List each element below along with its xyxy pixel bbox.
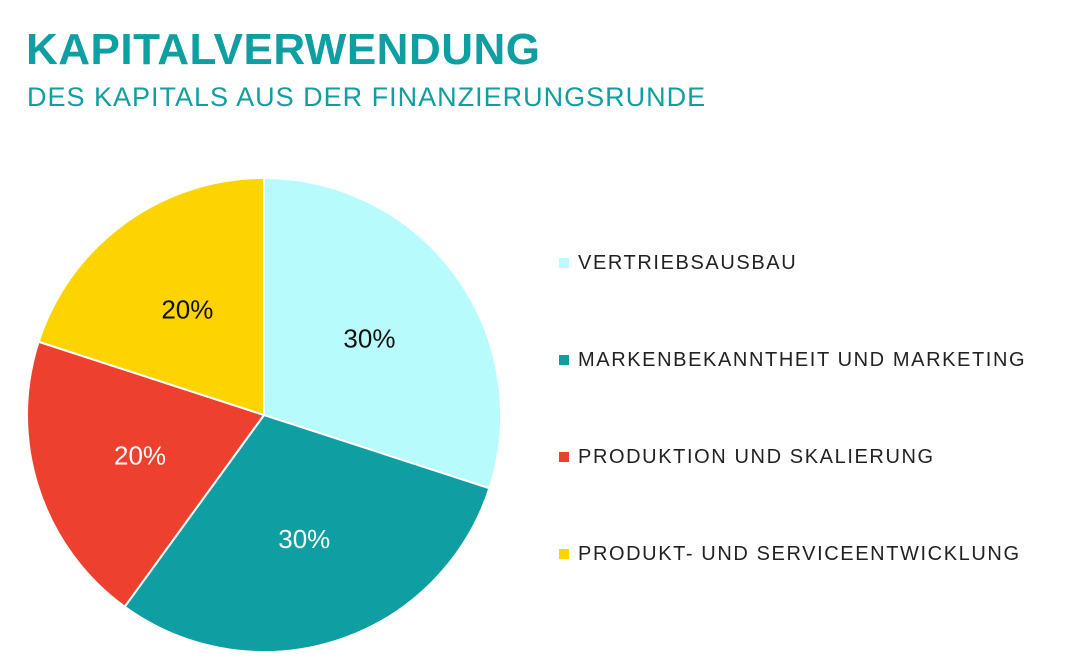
legend-swatch bbox=[559, 549, 569, 559]
slice-value-label: 30% bbox=[343, 323, 395, 353]
legend-item: MARKENBEKANNTHEIT UND MARKETING bbox=[559, 345, 1026, 375]
slice-value-label: 30% bbox=[278, 524, 330, 554]
pie-slice bbox=[26, 340, 266, 609]
legend-label: PRODUKTION UND SKALIERUNG bbox=[578, 445, 935, 468]
legend-item: PRODUKTION UND SKALIERUNG bbox=[559, 442, 935, 472]
slice-value-label: 20% bbox=[114, 440, 166, 470]
legend-swatch bbox=[559, 452, 569, 462]
legend-label: PRODUKT- UND SERVICEENTWICKLUNG bbox=[578, 542, 1021, 565]
legend-swatch bbox=[559, 258, 569, 268]
legend-label: MARKENBEKANNTHEIT UND MARKETING bbox=[578, 348, 1027, 371]
pie-slice bbox=[123, 413, 491, 653]
chart-title: KAPITALVERWENDUNG bbox=[26, 25, 541, 74]
chart-subtitle: DES KAPITALS AUS DER FINANZIERUNGSRUNDE bbox=[27, 82, 707, 112]
legend-item: PRODUKT- UND SERVICEENTWICKLUNG bbox=[559, 539, 1021, 569]
legend-label: VERTRIEBSAUSBAU bbox=[578, 251, 798, 274]
slice-value-label: 20% bbox=[161, 295, 213, 325]
pie-slice bbox=[37, 176, 265, 417]
pie-chart: 30% 30% 20% 20% bbox=[26, 176, 502, 653]
pie-slice bbox=[263, 176, 502, 490]
legend-item: VERTRIEBSAUSBAU bbox=[559, 248, 797, 278]
legend-swatch bbox=[559, 355, 569, 365]
